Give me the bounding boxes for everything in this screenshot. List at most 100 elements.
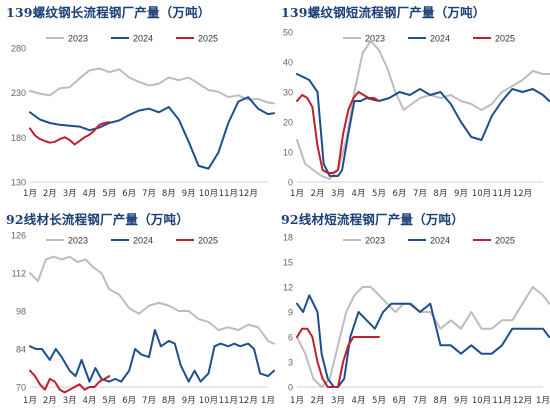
chart-title: 139螺纹钢短流程钢厂产量（万吨） <box>281 5 486 20</box>
x-tick-label: 5月 <box>102 396 116 406</box>
y-tick-label: 30 <box>283 88 293 98</box>
y-tick-label: 0 <box>288 178 293 188</box>
chart-panel-rebar-long: 130 180 230 280 1月 2月 3月 4月 5月 6月 7月 8月 9月 10月 11月 12月 2… <box>0 0 275 207</box>
x-tick-label: 7月 <box>142 396 156 406</box>
y-tick-label: 84 <box>16 345 26 355</box>
x-tick-label: 8月 <box>434 396 448 406</box>
y-tick-label: 0 <box>288 383 293 393</box>
x-tick-label: 10月 <box>472 396 491 406</box>
x-tick-label: 5月 <box>372 396 386 406</box>
chart-panel-wire-short: 0 3 6 9 12 15 18 1月 2月 3月 4月 5月 6月 7月 8月 9月 10月 11月 12月 1月 2… <box>275 207 550 414</box>
chart-title: 139螺纹钢长流程钢厂产量（万吨） <box>6 5 211 20</box>
y-tick-label: 18 <box>283 233 293 243</box>
x-tick-label: 9月 <box>454 189 468 199</box>
y-tick-label: 15 <box>283 258 293 268</box>
x-tick-label: 4月 <box>83 189 97 199</box>
x-tick-label: 6月 <box>393 189 407 199</box>
x-tick-label: 2月 <box>311 189 325 199</box>
series-line-2024 <box>29 329 275 383</box>
x-tick-label: 3月 <box>331 189 345 199</box>
x-tick-label: 1月 <box>23 189 37 199</box>
series-line-2023 <box>296 40 550 180</box>
x-tick-label: 3月 <box>63 189 77 199</box>
series-line-2025 <box>296 327 380 388</box>
x-tick-label: 11月 <box>219 396 238 406</box>
x-tick-label: 1月 <box>261 396 275 406</box>
legend-label: 2023 <box>365 34 385 44</box>
series-line-2025 <box>296 91 380 174</box>
series-line-2025 <box>29 369 111 394</box>
y-tick-label: 98 <box>16 307 26 317</box>
legend-label: 2023 <box>365 236 385 246</box>
x-tick-label: 4月 <box>83 396 97 406</box>
y-tick-label: 70 <box>16 383 26 393</box>
x-tick-label: 12月 <box>239 189 258 199</box>
chart-svg: 0 10 20 30 40 50 1月 2月 3月 4月 5月 6月 7月 8月 9月 10月 11月 12月 20… <box>283 28 550 199</box>
x-tick-label: 6月 <box>393 396 407 406</box>
legend-label: 2024 <box>133 236 153 246</box>
series-line-2024 <box>296 73 550 177</box>
legend-label: 2025 <box>198 34 218 44</box>
y-tick-label: 280 <box>11 44 26 54</box>
x-tick-label: 10月 <box>199 189 218 199</box>
x-tick-label: 3月 <box>331 396 345 406</box>
x-tick-label: 9月 <box>454 396 468 406</box>
x-tick-label: 10月 <box>472 189 491 199</box>
x-tick-label: 1月 <box>536 396 550 406</box>
x-tick-label: 9月 <box>182 189 196 199</box>
chart-title: 92线材短流程钢厂产量（万吨） <box>281 212 464 227</box>
chart-panel-wire-long: 70 84 98 112 126 1月 2月 3月 4月 5月 6月 7月 8月 9月 10月 11月 12月 1… <box>0 207 275 414</box>
series-line-2024 <box>29 96 275 170</box>
y-tick-label: 230 <box>11 88 26 98</box>
x-tick-label: 2月 <box>43 396 57 406</box>
series-line-2024 <box>296 294 550 388</box>
x-tick-label: 2月 <box>311 396 325 406</box>
y-tick-label: 3 <box>288 358 293 368</box>
y-tick-label: 9 <box>288 308 293 318</box>
legend-label: 2024 <box>430 236 450 246</box>
series-line-2023 <box>29 67 275 105</box>
series-line-2023 <box>29 255 275 345</box>
chart-svg: 0 3 6 9 12 15 18 1月 2月 3月 4月 5月 6月 7月 8月 9月 10月 11月 12月 1月 2… <box>283 233 550 406</box>
legend-label: 2024 <box>133 34 153 44</box>
x-tick-label: 5月 <box>102 189 116 199</box>
x-tick-label: 9月 <box>182 396 196 406</box>
x-tick-label: 12月 <box>239 396 258 406</box>
x-tick-label: 8月 <box>434 189 448 199</box>
y-tick-label: 112 <box>12 269 26 279</box>
y-tick-label: 10 <box>283 148 293 158</box>
legend-label: 2024 <box>430 34 450 44</box>
x-tick-label: 10月 <box>199 396 218 406</box>
x-tick-label: 11月 <box>492 189 511 199</box>
x-tick-label: 8月 <box>162 396 176 406</box>
x-tick-label: 11月 <box>219 189 238 199</box>
y-tick-label: 20 <box>283 118 293 128</box>
chart-panel-rebar-short: 0 10 20 30 40 50 1月 2月 3月 4月 5月 6月 7月 8月 9月 10月 11月 12月 20… <box>275 0 550 207</box>
y-tick-label: 12 <box>283 283 293 293</box>
x-tick-label: 3月 <box>63 396 77 406</box>
x-tick-label: 8月 <box>162 189 176 199</box>
legend-label: 2025 <box>495 236 515 246</box>
legend-label: 2023 <box>68 236 88 246</box>
y-tick-label: 50 <box>283 28 293 38</box>
x-tick-label: 6月 <box>122 189 136 199</box>
series-line-2023 <box>296 286 550 388</box>
x-tick-label: 11月 <box>492 396 511 406</box>
x-tick-label: 5月 <box>372 189 386 199</box>
x-tick-label: 6月 <box>122 396 136 406</box>
x-tick-label: 4月 <box>352 189 366 199</box>
y-tick-label: 180 <box>11 133 26 143</box>
y-tick-label: 130 <box>11 178 26 188</box>
x-tick-label: 1月 <box>290 396 304 406</box>
x-tick-label: 4月 <box>352 396 366 406</box>
series-line-2025 <box>29 121 111 146</box>
legend-label: 2025 <box>198 236 218 246</box>
y-tick-label: 126 <box>11 231 26 241</box>
chart-title: 92线材长流程钢厂产量（万吨） <box>6 212 189 227</box>
x-tick-label: 1月 <box>290 189 304 199</box>
x-tick-label: 12月 <box>513 189 532 199</box>
x-tick-label: 12月 <box>513 396 532 406</box>
y-tick-label: 6 <box>288 333 293 343</box>
x-tick-label: 1月 <box>23 396 37 406</box>
